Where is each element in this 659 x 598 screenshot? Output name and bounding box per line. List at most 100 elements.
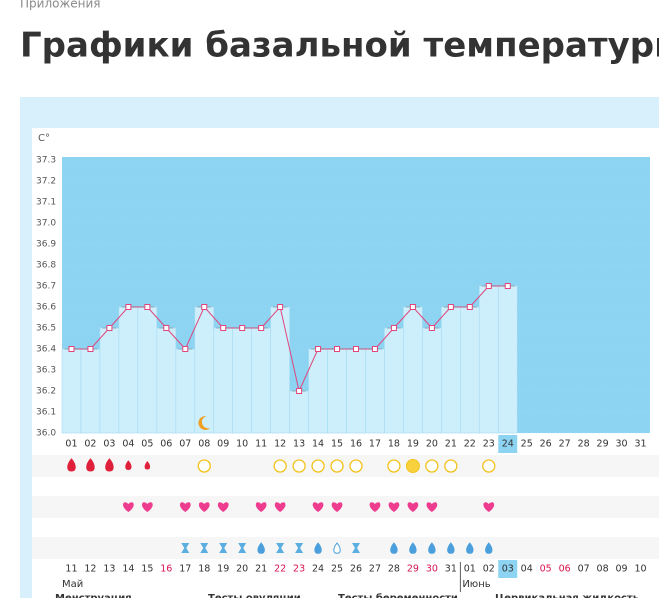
bar	[384, 327, 404, 434]
day-label: 04	[122, 439, 134, 450]
row-bg	[32, 496, 659, 518]
breadcrumb[interactable]: Приложения	[20, 0, 101, 11]
bar	[327, 348, 347, 434]
date-label: 23	[293, 564, 305, 575]
point	[466, 304, 473, 310]
day-label: 05	[141, 439, 153, 450]
day-label: 02	[84, 439, 96, 450]
moon-icon	[198, 415, 211, 430]
month-label: Июнь	[462, 579, 490, 590]
y-axis-label: C°	[38, 133, 50, 144]
heart-icon	[388, 502, 400, 512]
legend-label: Тесты беременности	[338, 592, 458, 598]
y-tick-label: 37.0	[36, 219, 56, 229]
date-label: 11	[65, 564, 77, 575]
day-label: 30	[616, 439, 628, 450]
ovulation-icon	[387, 459, 401, 473]
day-label: 19	[407, 439, 419, 450]
date-label: 06	[559, 564, 571, 575]
date-label: 28	[388, 564, 400, 575]
day-label: 01	[65, 439, 77, 450]
day-label: 10	[236, 439, 248, 450]
point	[315, 346, 322, 352]
bar	[61, 348, 82, 434]
ovulation-icon	[273, 459, 287, 473]
point	[182, 346, 189, 352]
day-label: 14	[312, 439, 324, 450]
bar	[175, 348, 196, 434]
ovulation-icon	[425, 459, 439, 473]
y-tick-label: 37.2	[36, 177, 56, 187]
point	[371, 346, 378, 352]
date-label: 05	[540, 564, 552, 575]
drop-icon	[314, 542, 322, 554]
point	[504, 283, 511, 289]
date-label: 13	[103, 564, 115, 575]
bar	[80, 348, 101, 434]
bar	[422, 327, 442, 434]
point	[296, 388, 303, 394]
hourglass-icon	[219, 543, 228, 553]
page-title: Графики базальной температуры	[20, 26, 659, 66]
today-bg	[498, 435, 518, 453]
point	[428, 325, 435, 331]
today-bg	[498, 560, 518, 578]
date-label: 16	[160, 564, 172, 575]
hourglass-icon	[200, 543, 209, 553]
point	[87, 346, 94, 352]
y-tick-label: 37.3	[36, 156, 56, 166]
point	[163, 325, 170, 331]
ovulation-icon	[482, 459, 496, 473]
bar	[346, 348, 366, 434]
y-tick-label: 36.4	[36, 345, 56, 355]
day-label: 20	[426, 439, 438, 450]
heart-icon	[369, 502, 381, 512]
legend-label: Менструация	[55, 593, 132, 598]
date-label: 07	[578, 564, 590, 575]
drop-icon	[257, 542, 265, 554]
date-label: 26	[350, 564, 362, 575]
ovulation-icon	[197, 459, 211, 473]
y-tick-label: 36.2	[36, 387, 56, 397]
day-label: 27	[559, 439, 571, 450]
ovulation-icon	[330, 459, 344, 473]
y-tick-label: 36.7	[36, 282, 56, 292]
date-label: 19	[217, 564, 229, 575]
date-label: 22	[274, 564, 286, 575]
bar	[251, 327, 271, 434]
hourglass-icon	[276, 543, 285, 553]
drop-icon	[390, 542, 398, 554]
heart-icon	[217, 502, 229, 512]
y-tick-label: 36.9	[36, 240, 56, 250]
day-label: 16	[350, 439, 362, 450]
day-label: 29	[597, 439, 609, 450]
drop-icon	[485, 542, 493, 554]
date-label: 21	[255, 564, 267, 575]
y-tick-label: 36.8	[36, 261, 56, 271]
date-label: 10	[634, 564, 646, 575]
heart-icon	[179, 502, 191, 512]
ovulation-icon	[349, 459, 363, 473]
day-label: 22	[464, 439, 476, 450]
day-label: 21	[445, 439, 457, 450]
point	[447, 304, 454, 310]
day-label: 09	[217, 439, 229, 450]
date-label: 03	[502, 564, 514, 575]
point	[125, 304, 132, 310]
heart-icon	[407, 502, 419, 512]
y-tick-label: 36.6	[36, 303, 56, 313]
row-bg	[32, 455, 659, 477]
point	[220, 325, 227, 331]
hourglass-icon	[238, 543, 247, 553]
bar	[441, 306, 461, 434]
month-label: Май	[62, 579, 83, 590]
day-label: 08	[198, 439, 210, 450]
bar	[460, 306, 480, 434]
y-tick-label: 36.0	[36, 429, 56, 439]
row-bg	[32, 537, 659, 559]
point	[277, 304, 284, 310]
bar	[289, 390, 309, 434]
ovulation-icon	[405, 459, 420, 473]
bar	[403, 306, 423, 434]
